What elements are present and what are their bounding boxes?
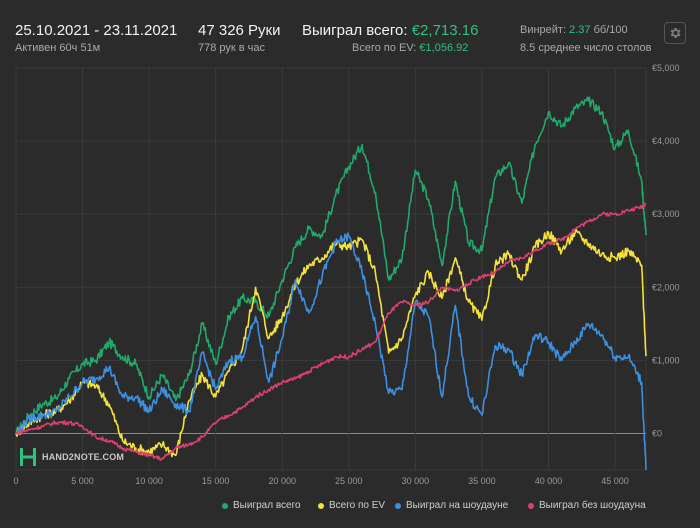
legend-label: Выиграл без шоудауна [539,500,646,511]
x-tick-label: 0 [13,476,18,486]
x-tick-label: 20 000 [268,476,296,486]
y-tick-label: €3,000 [652,209,680,219]
legend-dot [395,502,401,509]
legend-label: Всего по EV [329,500,386,511]
x-tick-label: 5 000 [71,476,94,486]
x-tick-label: 35 000 [468,476,496,486]
ev-total-value: €1,056.92 [419,42,469,54]
won-total-label: Выиграл всего: [302,22,408,39]
gear-icon [670,27,681,39]
x-tick-label: 30 000 [402,476,430,486]
stats-header: 25.10.2021 - 23.11.2021 Активен 60ч 51м … [0,0,700,60]
hands-count: 47 326 Руки [198,22,281,39]
hand2note-logo: HAND2NOTE.COM [20,448,124,466]
series-won-no-showdown [15,202,647,461]
active-time: Активен 60ч 51м [15,42,101,54]
plot-area [15,67,647,471]
winrate-summary: Винрейт: 2.37 бб/100 [520,24,628,36]
legend-label: Выиграл на шоудауне [406,500,509,511]
hands-per-hour: 778 рук в час [198,42,266,54]
winrate-unit: бб/100 [593,24,628,36]
y-tick-label: €2,000 [652,282,680,292]
won-total-summary: Выиграл всего: €2,713.16 [302,22,478,39]
x-tick-label: 25 000 [335,476,363,486]
legend-won-showdown[interactable]: Выиграл на шоудауне [395,500,508,511]
date-range: 25.10.2021 - 23.11.2021 [15,22,178,39]
x-tick-label: 10 000 [135,476,163,486]
legend-won-no-showdown[interactable]: Выиграл без шоудауна [528,500,646,511]
series-won-total [15,96,647,435]
y-tick-label: €1,000 [652,355,680,365]
h2n-logo-icon [20,448,36,466]
y-tick-label: €0 [652,428,662,438]
x-tick-label: 45 000 [601,476,629,486]
x-tick-label: 15 000 [202,476,230,486]
avg-tables: 8.5 среднее число столов [520,42,652,54]
legend-dot [528,502,534,509]
legend-dot [318,502,324,509]
legend-ev-total[interactable]: Всего по EV [318,500,385,511]
settings-button[interactable] [664,22,686,44]
chart-legend: Выиграл всего Всего по EV Выиграл на шоуда… [0,500,700,516]
x-tick-label: 40 000 [535,476,563,486]
legend-dot [222,502,228,509]
y-tick-label: €5,000 [652,63,680,73]
series-won-showdown [15,232,647,471]
logo-text: HAND2NOTE.COM [42,452,125,462]
ev-total-summary: Всего по EV: €1,056.92 [352,42,468,54]
legend-won-total[interactable]: Выиграл всего [222,500,301,511]
legend-label: Выиграл всего [233,500,301,511]
y-tick-label: €4,000 [652,136,680,146]
winrate-label: Винрейт: [520,24,567,36]
winrate-value: 2.37 [569,24,591,36]
ev-total-label: Всего по EV: [352,42,417,54]
won-total-value: €2,713.16 [411,22,479,39]
